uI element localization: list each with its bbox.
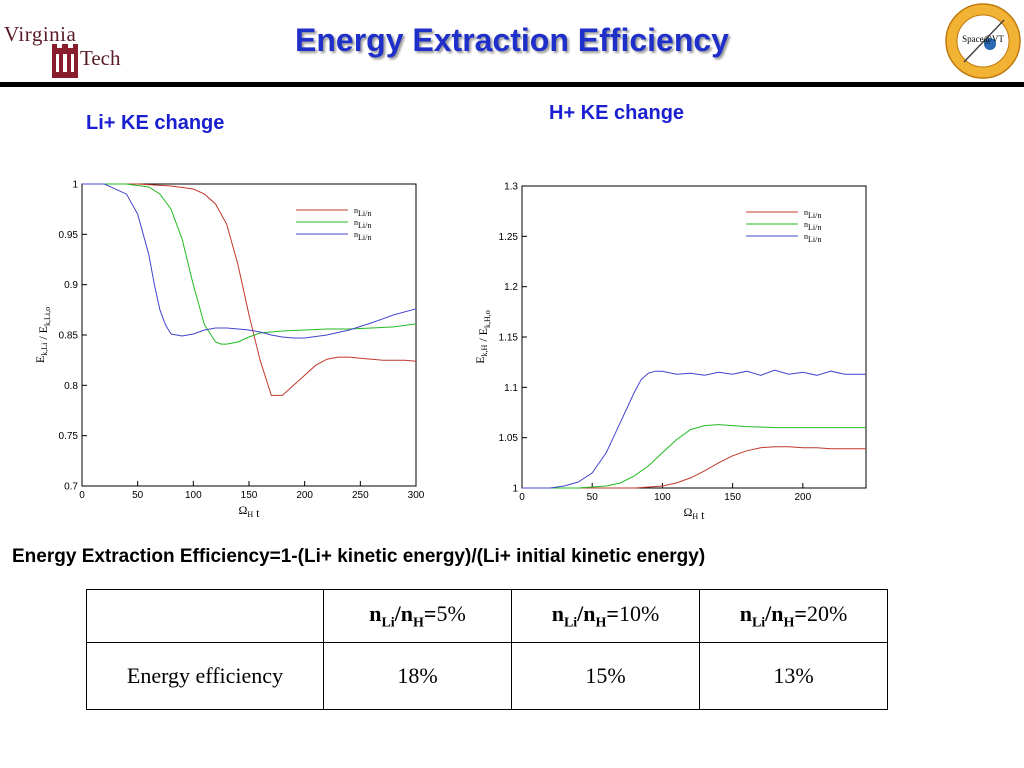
castle-icon	[52, 44, 78, 78]
x-tick-label: 150	[241, 490, 258, 501]
x-tick-label: 50	[587, 492, 599, 503]
table-cell: 18%	[323, 642, 512, 710]
x-tick-label: 300	[408, 490, 425, 501]
efficiency-formula: Energy Extraction Efficiency=1-(Li+ kine…	[12, 546, 706, 567]
space-vt-logo: Space@VT	[945, 3, 1021, 79]
y-tick-label: 0.7	[64, 482, 78, 493]
y-axis-label: Ek,H / Ek,H,o	[473, 310, 492, 364]
table-header-empty	[86, 589, 324, 643]
legend-label: nLi/n	[354, 230, 371, 242]
subtitle-li-ke: Li+ KE change	[86, 112, 225, 134]
table-header-cell: nLi/nH=20%	[699, 589, 888, 643]
x-tick-label: 50	[132, 490, 144, 501]
table-header-cell: nLi/nH=10%	[511, 589, 700, 643]
logo-text-tech: Tech	[80, 46, 121, 70]
efficiency-table: nLi/nH=5% nLi/nH=10% nLi/nH=20% Energy e…	[86, 589, 888, 710]
y-tick-label: 0.85	[59, 331, 79, 342]
legend-label: nLi/n	[354, 206, 371, 218]
table-row: Energy efficiency 18% 15% 13%	[86, 642, 888, 710]
chart-h-ke: 0 50 100 150 200 1 1.05 1.1 1.15 1.2 1.25 1.3 ΩH t Ek…	[462, 168, 882, 528]
x-tick-label: 100	[654, 492, 671, 503]
legend-label: nLi/n	[804, 232, 821, 244]
y-axis-label: Ek,Li / Ek,Li,o	[33, 307, 52, 363]
series-line	[82, 183, 417, 396]
x-tick-label: 100	[185, 490, 202, 501]
table-header-row: nLi/nH=5% nLi/nH=10% nLi/nH=20%	[86, 589, 888, 643]
legend-label: nLi/n	[354, 218, 371, 230]
chart-li-ke: 0 50 100 150 200 250 300 0.7 0.75 0.8 0.85 0.9 0.95 1…	[20, 168, 440, 524]
x-tick-label: 200	[794, 492, 811, 503]
virginia-tech-logo: Virginia Tech	[4, 18, 134, 82]
y-tick-label: 0.75	[59, 431, 79, 442]
x-axis-label: ΩH t	[238, 503, 260, 520]
table-cell: 15%	[511, 642, 700, 710]
legend-label: nLi/n	[804, 208, 821, 220]
y-tick-label: 1	[512, 484, 518, 495]
title-divider	[0, 82, 1024, 87]
table-cell: 13%	[699, 642, 888, 710]
y-tick-label: 1	[72, 180, 78, 191]
y-tick-label: 1.3	[504, 182, 518, 193]
table-header-cell: nLi/nH=5%	[323, 589, 512, 643]
y-tick-label: 1.25	[499, 232, 519, 243]
y-tick-label: 0.95	[59, 230, 79, 241]
space-vt-label: Space@VT	[962, 34, 1004, 44]
y-tick-label: 1.2	[504, 282, 518, 293]
series-line	[522, 446, 866, 489]
x-tick-label: 150	[724, 492, 741, 503]
x-tick-label: 0	[79, 490, 85, 501]
y-tick-label: 1.05	[499, 433, 519, 444]
slide-title: Energy Extraction Efficiency	[295, 22, 729, 58]
legend-label: nLi/n	[804, 220, 821, 232]
y-tick-label: 0.9	[64, 280, 78, 291]
y-tick-label: 1.15	[499, 333, 519, 344]
chart-h-ke-svg: 0 50 100 150 200 1 1.05 1.1 1.15 1.2 1.25 1.3 ΩH t Ek…	[473, 182, 867, 522]
x-tick-label: 0	[519, 492, 525, 503]
x-tick-label: 250	[352, 490, 369, 501]
series-line	[82, 183, 417, 345]
series-line	[522, 369, 866, 489]
logo-text-virginia: Virginia	[4, 22, 77, 46]
series-line	[522, 424, 866, 489]
y-tick-label: 0.8	[64, 381, 78, 392]
y-tick-label: 1.1	[504, 383, 518, 394]
x-axis-label: ΩH t	[683, 505, 705, 522]
series-line	[82, 183, 417, 339]
chart-li-ke-svg: 0 50 100 150 200 250 300 0.7 0.75 0.8 0.85 0.9 0.95 1…	[33, 180, 425, 521]
x-tick-label: 200	[296, 490, 313, 501]
table-row-label: Energy efficiency	[86, 642, 324, 710]
subtitle-h-ke: H+ KE change	[549, 102, 685, 124]
